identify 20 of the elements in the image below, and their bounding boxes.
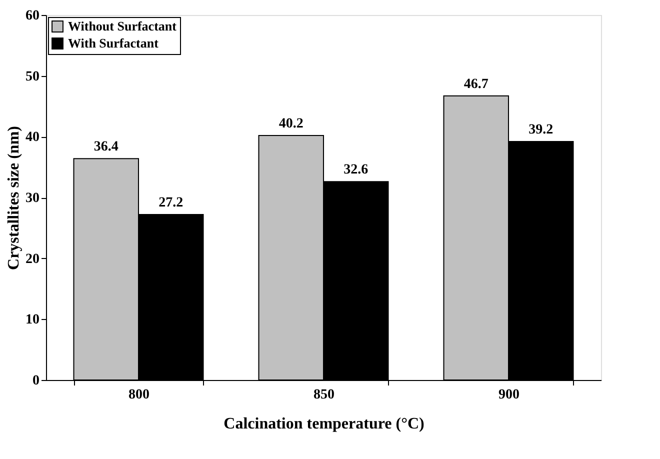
data-label: 40.2: [278, 116, 304, 132]
x-tick-label: 850: [314, 388, 334, 402]
data-label: 32.6: [344, 162, 368, 178]
y-tick-label: 50: [26, 69, 40, 84]
y-tick-label: 10: [26, 312, 40, 328]
y-tick-label: 60: [26, 8, 40, 24]
y-tick-label: 0: [32, 374, 40, 388]
y-tick-label: 40: [26, 130, 40, 146]
data-label: 39.2: [528, 122, 554, 138]
data-label: 46.7: [464, 76, 488, 92]
x-tick-label: 800: [128, 388, 150, 402]
y-tick-label: 20: [26, 252, 40, 267]
data-label: 36.4: [94, 140, 118, 155]
legend-label: With Surfactant: [68, 36, 160, 50]
x-tick-label: 900: [498, 388, 520, 402]
x-axis-title: Calcination temperature (°C): [224, 416, 424, 432]
legend-label: Without Surfactant: [68, 18, 178, 34]
y-tick-label: 30: [26, 191, 40, 206]
y-axis-title: Crystallites size (nm): [6, 126, 22, 270]
data-label: 27.2: [158, 196, 184, 211]
